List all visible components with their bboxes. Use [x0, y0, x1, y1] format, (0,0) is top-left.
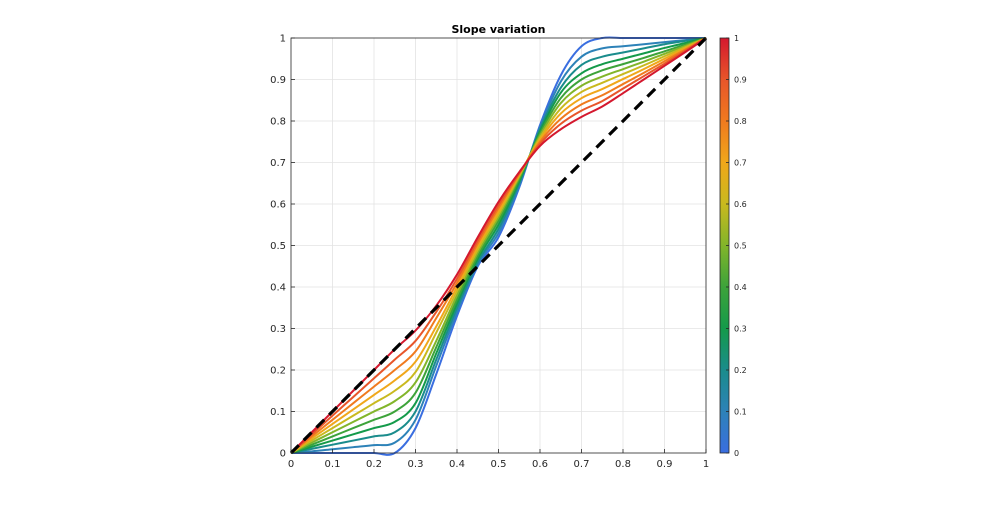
series-line: [290, 37, 707, 454]
y-tick-label: 0.4: [270, 283, 286, 294]
x-tick-label: 0.8: [615, 459, 631, 470]
y-axis-ticks: 0 0.1 0.2 0.3 0.4 0.5 0.6 0.7 0.8 0.9 1: [270, 34, 295, 460]
x-tick-label: 0.1: [325, 459, 341, 470]
y-tick-label: 0.8: [270, 117, 286, 128]
series-line: [290, 37, 707, 454]
series-line: [290, 37, 707, 454]
chart-title: Slope variation: [451, 23, 545, 36]
x-tick-label: 1: [703, 459, 709, 470]
y-tick-label: 0.7: [270, 158, 286, 169]
series-line: [290, 37, 707, 454]
reference-line-group: [289, 36, 708, 455]
x-tick-label: 0: [288, 459, 294, 470]
y-tick-label: 1: [280, 34, 286, 45]
colorbar-tick-label: 0.9: [734, 76, 747, 85]
colorbar-tick-label: 0.2: [734, 366, 747, 375]
x-tick-label: 0.7: [574, 459, 590, 470]
x-axis-ticks: 0 0.1 0.2 0.3 0.4 0.5 0.6 0.7 0.8 0.9 1: [288, 449, 709, 470]
y-tick-label: 0.2: [270, 366, 286, 377]
y-tick-label: 0.3: [270, 324, 286, 335]
series-line: [290, 37, 707, 454]
y-tick-label: 0.1: [270, 407, 286, 418]
y-tick-label: 0.9: [270, 75, 286, 86]
colorbar-tick-label: 0.3: [734, 325, 747, 334]
colorbar-tick-label: 0.4: [734, 283, 747, 292]
colorbar-tick-label: 0.1: [734, 408, 747, 417]
series-line: [290, 37, 707, 454]
series-line: [290, 37, 707, 454]
colorbar-tick-label: 1: [734, 34, 739, 43]
x-tick-label: 0.4: [449, 459, 465, 470]
x-tick-label: 0.9: [657, 459, 673, 470]
reference-diagonal-line: [289, 36, 708, 455]
series-line: [290, 37, 707, 454]
x-tick-label: 0.5: [491, 459, 507, 470]
colorbar-tick-label: 0.5: [734, 242, 747, 251]
y-tick-label: 0: [280, 449, 286, 460]
series-line: [290, 37, 707, 454]
x-tick-label: 0.2: [366, 459, 382, 470]
y-tick-label: 0.5: [270, 241, 286, 252]
colorbar-tick-label: 0.6: [734, 200, 747, 209]
y-tick-label: 0.6: [270, 200, 286, 211]
x-tick-label: 0.6: [532, 459, 548, 470]
x-tick-label: 0.3: [408, 459, 424, 470]
colorbar-tick-label: 0.7: [734, 159, 747, 168]
colorbar-tick-label: 0.8: [734, 117, 747, 126]
colorbar-ticks: 0 0.1 0.2 0.3 0.4 0.5 0.6 0.7 0.8 0.9 1: [726, 34, 747, 458]
colorbar-tick-label: 0: [734, 449, 739, 458]
